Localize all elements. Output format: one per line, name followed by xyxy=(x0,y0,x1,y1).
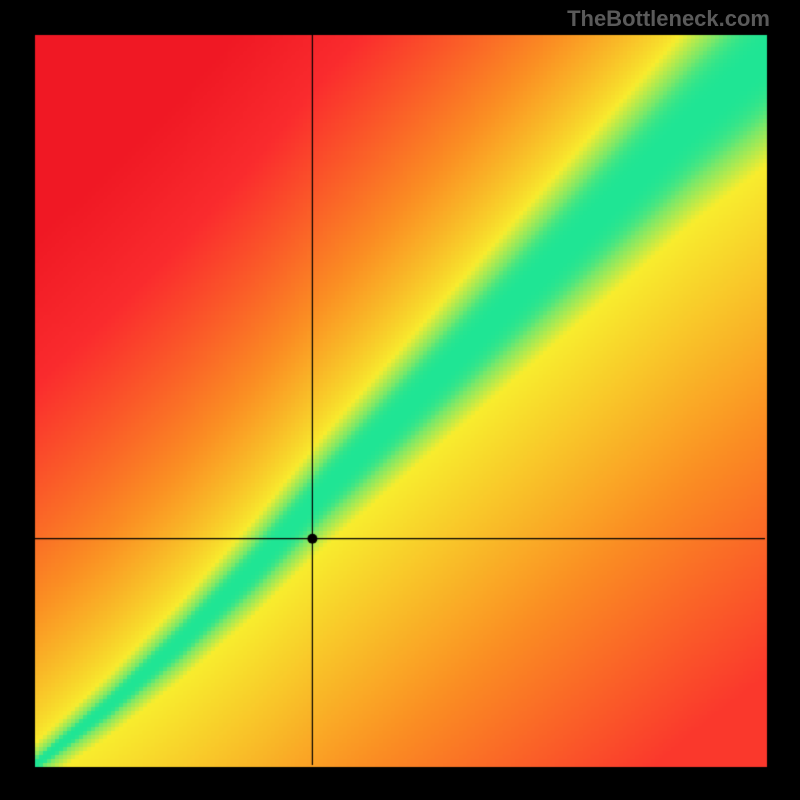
bottleneck-heatmap xyxy=(0,0,800,800)
